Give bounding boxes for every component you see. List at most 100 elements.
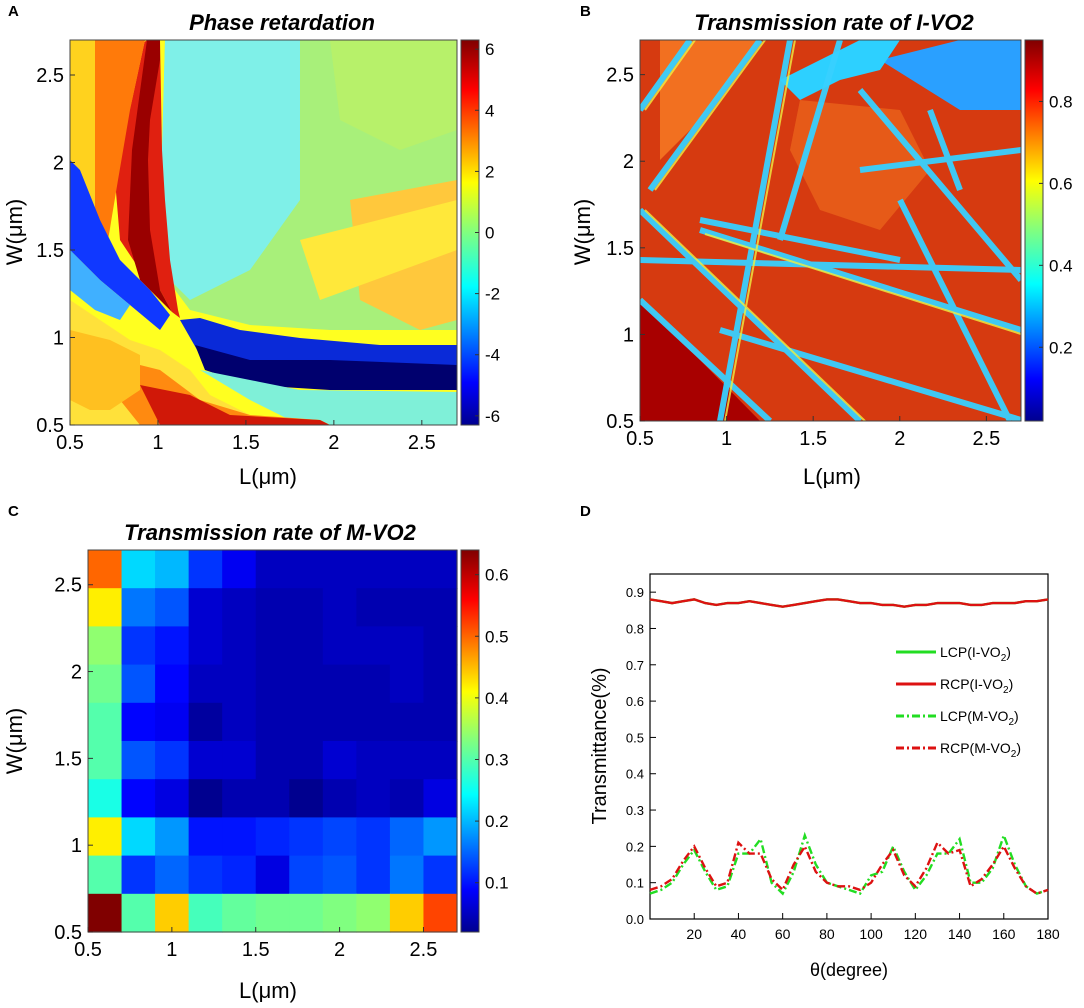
minima-line (717, 40, 793, 421)
heat-cell (155, 741, 190, 780)
heat-cell (423, 741, 458, 780)
y-tick-label: 2 (53, 153, 64, 175)
heat-cell (322, 588, 357, 627)
heat-cell (423, 779, 458, 818)
heat-region-a-bottom-red (140, 385, 330, 425)
heat-cell (322, 626, 357, 666)
heat-region-a-lower-navy (195, 345, 457, 390)
x-axis-label-d: θ(degree) (810, 960, 888, 980)
heat-cell (356, 893, 391, 933)
y-tick-label: 2 (623, 151, 634, 173)
heat-cell (188, 741, 223, 780)
heat-cell (222, 588, 257, 627)
x-tick-label: 80 (819, 926, 835, 942)
heat-cell (155, 702, 190, 742)
heat-cell (222, 893, 257, 933)
heat-cell (423, 702, 458, 742)
heat-cell (255, 893, 290, 933)
x-tick-label: 1 (152, 432, 163, 454)
heat-cell (289, 626, 324, 666)
edge-line (704, 233, 1021, 335)
y-tick-label: 1.5 (606, 238, 634, 260)
heat-region-a-ridge-dark (128, 40, 172, 312)
heat-region-a-cyan-left (160, 40, 300, 300)
colorbar-b (1024, 39, 1044, 422)
y-tick-label: 0.0 (626, 912, 644, 927)
x-tick-label: 160 (992, 926, 1016, 942)
minima-line (719, 327, 1021, 421)
heat-cell (222, 664, 257, 704)
heat-cell (289, 893, 324, 933)
series-lines-d (649, 598, 1049, 896)
heat-cell (155, 817, 190, 857)
heat-cell (389, 855, 425, 895)
minima-line (699, 217, 901, 263)
heat-cell (423, 664, 458, 704)
heat-region-b-edge-lines (644, 40, 1021, 421)
heat-cell (289, 588, 324, 627)
heat-cell (155, 664, 190, 704)
heat-cell (289, 779, 324, 818)
heat-cell (88, 741, 123, 780)
colorbar-tick-label: 4 (485, 101, 494, 120)
heat-cell (188, 588, 223, 627)
heat-region-a-yellow-strip (300, 200, 457, 300)
x-tick-label: 0.5 (74, 939, 102, 961)
heat-cell (356, 588, 391, 627)
heat-cell (322, 817, 357, 857)
heat-cell (255, 702, 290, 742)
heat-cell (88, 626, 123, 666)
heatmap-c (88, 550, 458, 933)
legend-label: RCP(I-VO2) (940, 676, 1013, 696)
x-tick-label: 20 (686, 926, 702, 942)
heat-cell (289, 664, 324, 704)
colorbar-tick-label: -6 (485, 407, 500, 426)
y-tick-label: 0.6 (626, 694, 644, 709)
y-tick-label: 0.5 (36, 415, 64, 437)
y-tick-label: 0.5 (626, 730, 644, 745)
y-tick-label: 1 (71, 835, 82, 857)
y-tick-label: 1 (53, 328, 64, 350)
heat-cell (188, 893, 223, 933)
heat-cell (423, 855, 458, 895)
colorbar-tick-label: 0 (485, 224, 494, 243)
x-tick-label: 2 (894, 428, 905, 450)
colorbar-tick-label: 0.5 (485, 627, 509, 646)
heat-cell (356, 550, 391, 589)
legend-label: LCP(M-VO2) (940, 708, 1019, 728)
heat-cell (222, 626, 257, 666)
heat-cell (155, 550, 190, 589)
heat-region-b-minima-lines (640, 40, 1021, 421)
x-tick-label: 40 (731, 926, 747, 942)
legend-label: RCP(M-VO2) (940, 740, 1021, 760)
heat-cell (423, 626, 458, 666)
heat-cell (255, 588, 290, 627)
heat-region-a-yellowgreen (330, 40, 457, 150)
heat-cell (155, 588, 190, 627)
heat-region-a-bottom-cyan (200, 370, 457, 425)
colorbar-tick-label: 0.1 (485, 874, 509, 893)
panel-label-d: D (580, 503, 591, 520)
x-tick-label: 0.5 (56, 432, 84, 454)
heat-cell (356, 779, 391, 818)
heat-cell (188, 779, 223, 818)
heat-cell (155, 855, 190, 895)
minima-line (640, 40, 693, 112)
x-tick-label: 1 (166, 939, 177, 961)
panel-label-c: C (8, 503, 19, 520)
x-tick-label: 2.5 (408, 432, 436, 454)
heat-cell (121, 626, 156, 666)
x-tick-label: 0.5 (626, 428, 654, 450)
heat-cell (389, 779, 425, 818)
heat-cell (88, 588, 123, 627)
heat-cell (155, 779, 190, 818)
y-tick-label: 0.3 (626, 803, 644, 818)
y-tick-label: 2.5 (36, 65, 64, 87)
heat-cell (389, 664, 425, 704)
minima-line (647, 40, 763, 192)
heat-cell (222, 779, 257, 818)
series-line (649, 831, 1049, 896)
heat-region-a-left-lower-orange (70, 330, 140, 410)
heat-cell (356, 664, 391, 704)
y-tick-label: 2.5 (54, 575, 82, 597)
